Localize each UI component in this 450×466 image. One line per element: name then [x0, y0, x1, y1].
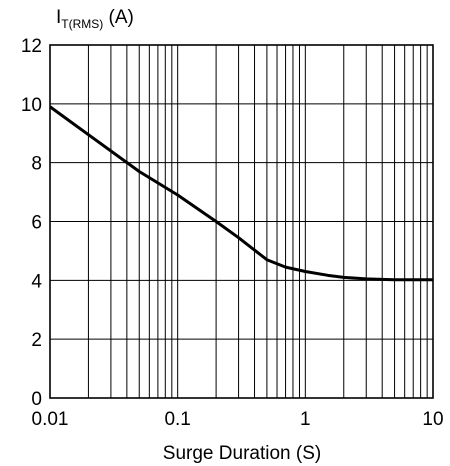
plot-area-frame [49, 44, 434, 399]
y-axis-label-unit: (A) [103, 7, 134, 28]
y-axis-label: IT(RMS) (A) [56, 7, 134, 31]
y-tick-label: 12 [21, 36, 42, 57]
series-line [49, 105, 433, 282]
tick-labels: 0 2 4 6 8 10 12 0.01 0.1 1 10 [21, 36, 444, 430]
y-tick-label: 10 [21, 95, 42, 116]
y-axis-label-subscript: T(RMS) [61, 17, 103, 31]
series-layer [49, 105, 433, 282]
grid-lines [50, 45, 433, 398]
y-tick-label: 8 [31, 154, 42, 175]
y-axis-label-main: I [56, 7, 61, 28]
y-tick-label: 2 [31, 330, 42, 351]
x-axis-label: Surge Duration (S) [163, 443, 321, 464]
y-tick-label: 0 [31, 389, 42, 410]
y-tick-label: 6 [31, 213, 42, 234]
x-tick-label: 0.1 [164, 409, 190, 430]
x-tick-label: 1 [300, 409, 311, 430]
x-tick-label: 10 [422, 409, 443, 430]
x-tick-label: 0.01 [32, 409, 69, 430]
y-tick-label: 4 [31, 271, 42, 292]
